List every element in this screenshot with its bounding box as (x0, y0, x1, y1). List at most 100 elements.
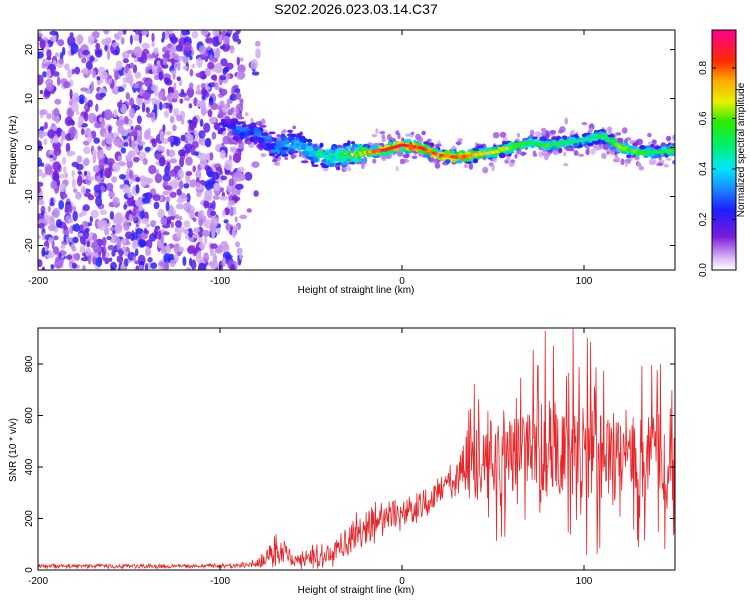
spectrogram-noise-cell (87, 176, 96, 181)
spectrogram-noise-cell (119, 174, 126, 180)
spectrogram-noise-cell (80, 87, 88, 92)
spectrogram-noise-cell (88, 112, 96, 124)
spectrogram-noise-cell (147, 54, 156, 59)
spectrogram-ridge-cell (328, 163, 335, 168)
spectrogram-noise-cell (39, 126, 45, 131)
spectrogram-halo-cell (411, 155, 418, 159)
spectrogram-halo-cell (298, 150, 302, 157)
spectrogram-noise-cell (141, 30, 149, 36)
spectrogram-ridge-cell (545, 138, 553, 142)
spectrogram-noise-cell (105, 135, 113, 145)
spectrogram-noise-cell (134, 58, 138, 63)
spectrogram-noise-cell (52, 170, 60, 181)
spectrogram-noise-cell (60, 130, 66, 141)
spectrogram-noise-cell (175, 203, 185, 210)
spectrogram-noise-cell (220, 58, 228, 67)
spectrogram-ridge-cell (232, 136, 239, 141)
spectrogram-noise-cell (59, 173, 68, 179)
spectrogram-noise-cell (77, 170, 82, 175)
spectrogram-noise-cell (169, 104, 173, 110)
spectrogram-ridge-cell (330, 146, 337, 151)
spectrogram-noise-cell (58, 252, 62, 258)
spectrogram-noise-cell (127, 197, 135, 207)
y-tick-label: 400 (24, 458, 35, 475)
spectrogram-noise-cell (161, 31, 166, 41)
spectrogram-noise-cell (158, 230, 162, 240)
spectrogram-noise-cell (150, 262, 158, 269)
spectrogram-noise-cell (195, 72, 204, 78)
spectrogram-noise-cell (101, 139, 106, 147)
snr-data (38, 328, 675, 570)
spectrogram-noise-cell (254, 40, 261, 47)
spectrogram-noise-cell (73, 223, 80, 233)
spectrogram-noise-cell (52, 161, 61, 171)
spectrogram-noise-cell (166, 148, 170, 157)
spectrogram-ridge-cell (289, 148, 295, 153)
spectrogram-noise-cell (204, 67, 211, 77)
spectrogram-noise-cell (87, 130, 91, 137)
spectrogram-noise-cell (178, 79, 183, 87)
spectrogram-ridge-cell (238, 121, 245, 125)
spectrogram-noise-cell (212, 195, 220, 200)
spectrogram-noise-cell (76, 155, 83, 163)
spectrogram-noise-cell (189, 179, 197, 188)
colorbar-ticks: 0.0 0.2 0.4 0.6 0.8 (698, 61, 736, 277)
spectrogram-ridge-cell (320, 162, 325, 166)
spectrogram-noise-cell (114, 70, 119, 81)
spectrogram-noise-cell (148, 65, 153, 71)
spectrogram-noise-cell (127, 128, 132, 134)
spectrogram-ridge-cell (360, 158, 365, 164)
spectrogram-noise-cell (209, 260, 219, 270)
spectrogram-halo-cell (435, 143, 442, 147)
spectrogram-noise-cell (167, 43, 172, 49)
spectrogram-halo-cell (634, 156, 640, 161)
spectrogram-halo-cell (620, 158, 625, 166)
spectrogram-noise-cell (168, 50, 173, 60)
spectrogram-ridge-cell (228, 140, 235, 145)
spectrogram-noise-cell (106, 113, 115, 119)
spectrogram-noise-cell (121, 238, 127, 245)
spectrogram-noise-cell (237, 166, 245, 173)
spectrogram-halo-cell (607, 126, 613, 133)
spectrogram-noise-cell (135, 184, 140, 194)
spectrogram-ridge-cell (348, 161, 356, 165)
spectrogram-ridge-cell (324, 149, 330, 153)
spectrogram-noise-cell (230, 146, 234, 153)
spectrogram-noise-cell (77, 175, 83, 187)
spectrogram-noise-cell (156, 60, 161, 66)
spectrogram-noise-cell (137, 141, 146, 146)
spectrogram-noise-cell (222, 135, 230, 145)
spectrogram-ridge-cell (311, 164, 319, 167)
spectrogram-ridge-cell (626, 154, 631, 158)
y-tick-label: 0 (24, 567, 35, 573)
spectrogram-noise-cell (95, 103, 99, 113)
spectrogram-noise-cell (173, 82, 177, 91)
spectrogram-noise-cell (123, 258, 129, 267)
spectrogram-noise-cell (114, 222, 123, 234)
spectrogram-noise-cell (122, 185, 131, 194)
spectrogram-noise-cell (183, 183, 190, 189)
spectrogram-noise-cell (188, 82, 194, 90)
spectrogram-noise-cell (164, 185, 173, 191)
spectrogram-noise-cell (132, 104, 141, 111)
spectrogram-noise-cell (135, 176, 141, 183)
spectrogram-noise-cell (80, 185, 86, 195)
spectrogram-noise-cell (50, 180, 58, 190)
y-tick-label: -20 (24, 238, 35, 253)
spectrogram-noise-cell (81, 57, 87, 64)
spectrogram-noise-cell (148, 164, 157, 175)
spectrogram-noise-cell (179, 98, 184, 104)
spectrogram-noise-cell (180, 134, 186, 142)
spectrogram-noise-cell (55, 114, 60, 124)
spectrogram-noise-cell (191, 31, 199, 39)
spectrogram-ridge-cell (238, 132, 245, 137)
spectrogram-noise-cell (208, 98, 213, 102)
spectrogram-noise-cell (114, 35, 120, 40)
spectrogram-noise-cell (196, 191, 202, 198)
spectrogram-noise-cell (129, 131, 138, 137)
spectrogram-noise-cell (48, 237, 53, 244)
spectrogram-noise-cell (198, 152, 208, 162)
spectrogram-noise-cell (99, 219, 108, 226)
snr-series-line (38, 328, 675, 570)
spectrogram-noise-cell (189, 68, 194, 77)
